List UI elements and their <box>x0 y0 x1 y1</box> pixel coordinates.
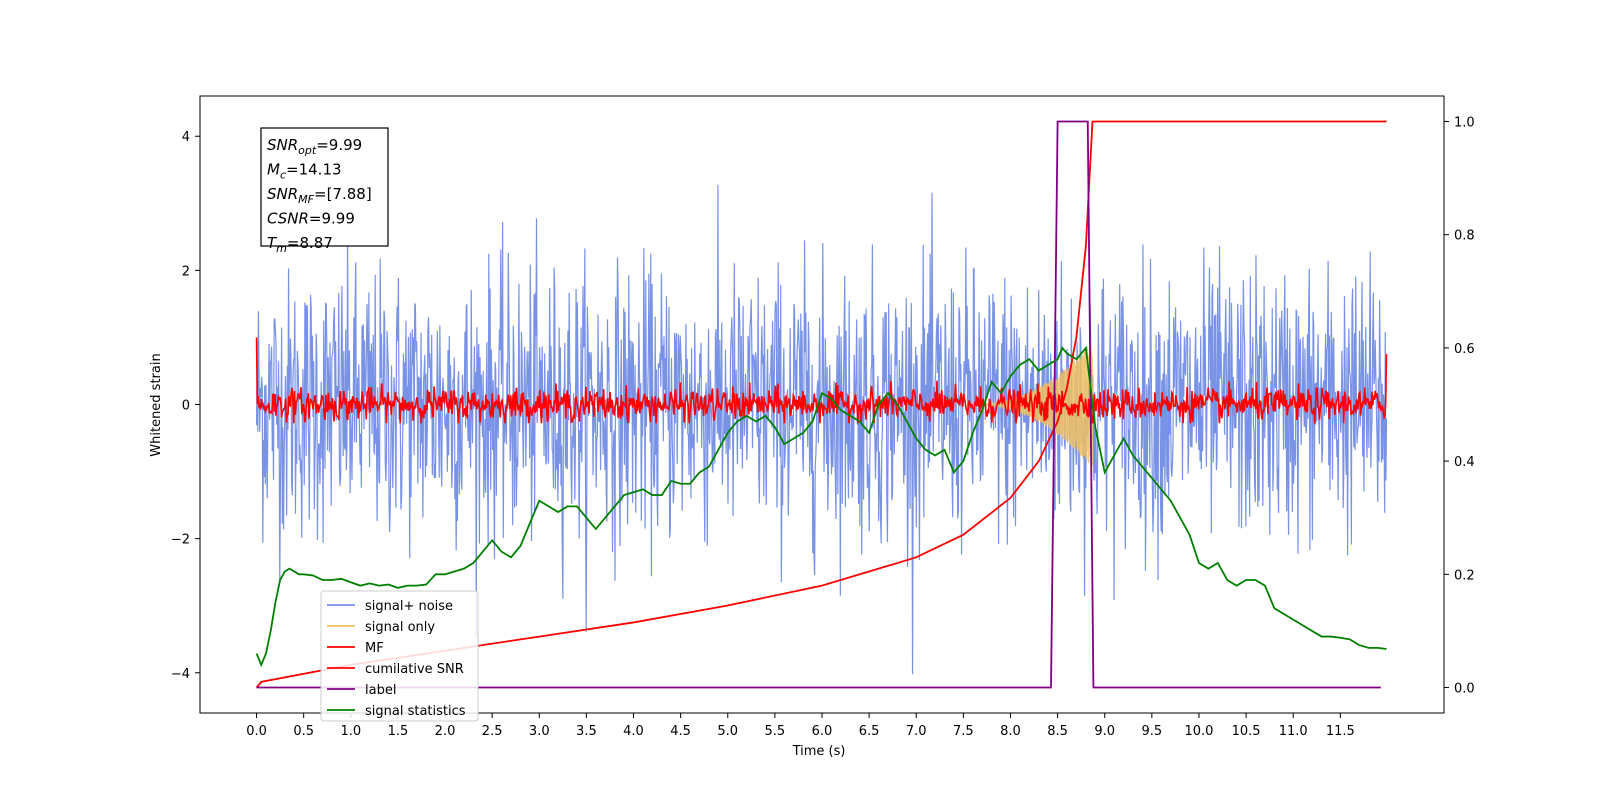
y-axis-left: −4 −2 0 2 4 <box>171 130 200 682</box>
x-tick-label: 5.0 <box>717 724 738 739</box>
x-axis-label: Time (s) <box>792 744 846 759</box>
x-tick-label: 6.0 <box>812 724 833 739</box>
y-tick-label-right: 0.8 <box>1454 229 1475 244</box>
legend-frame <box>320 590 479 722</box>
y-tick-label-right: 0.2 <box>1454 568 1475 583</box>
legend: signal+ noise signal only MF cumilative SNR… <box>320 590 479 722</box>
y-tick-label-left: 2 <box>182 264 190 279</box>
x-tick-label: 2.5 <box>482 724 503 739</box>
x-tick-label: 8.5 <box>1047 724 1068 739</box>
x-tick-label: 0.0 <box>246 724 267 739</box>
x-tick-label: 11.0 <box>1279 724 1308 739</box>
legend-label: signal+ noise <box>365 599 453 614</box>
x-tick-label: 9.0 <box>1094 724 1115 739</box>
x-tick-label: 4.0 <box>623 724 644 739</box>
x-tick-label: 10.5 <box>1232 724 1261 739</box>
x-tick-label: 6.5 <box>859 724 880 739</box>
series-label <box>256 120 1381 689</box>
legend-label: label <box>365 683 396 698</box>
y-tick-label-right: 0.6 <box>1454 342 1475 357</box>
x-tick-label: 8.0 <box>1000 724 1021 739</box>
legend-label: signal statistics <box>365 704 466 719</box>
x-tick-label: 3.5 <box>576 724 597 739</box>
info-box: SNRopt=9.99 Mc=14.13 SNRMF=[7.88] CSNR=9.99… <box>260 127 389 255</box>
y-axis-right: 0.0 0.2 0.4 0.6 0.8 1.0 <box>1444 115 1475 697</box>
x-tick-label: 2.0 <box>435 724 456 739</box>
x-tick-label: 3.0 <box>529 724 550 739</box>
y-tick-label-left: 4 <box>182 130 190 145</box>
x-tick-label: 11.5 <box>1326 724 1355 739</box>
x-tick-label: 1.5 <box>388 724 409 739</box>
y-tick-label-left: 0 <box>182 399 190 414</box>
x-tick-label: 1.0 <box>340 724 361 739</box>
y-axis-label-left: Whitened strain <box>149 353 164 456</box>
info-box-line: SNRMF=[7.88] <box>267 185 372 206</box>
legend-label: signal only <box>365 620 435 635</box>
x-tick-label: 10.0 <box>1184 724 1213 739</box>
y-tick-label-left: −2 <box>171 533 190 548</box>
series-signal-noise <box>255 184 1388 675</box>
info-box-line: Tm=8.87 <box>267 234 333 255</box>
x-tick-label: 5.5 <box>765 724 786 739</box>
legend-label: cumilative SNR <box>365 662 464 677</box>
info-box-line: CSNR=9.99 <box>267 210 355 228</box>
x-tick-label: 0.5 <box>293 724 314 739</box>
y-tick-label-right: 0.0 <box>1454 682 1475 697</box>
series-signal-statistics <box>255 345 1387 668</box>
info-box-line: Mc=14.13 <box>267 161 342 182</box>
series-mf <box>255 337 1388 424</box>
y-tick-label-right: 0.4 <box>1454 455 1475 470</box>
x-tick-label: 7.5 <box>953 724 974 739</box>
x-tick-label: 7.0 <box>906 724 927 739</box>
x-tick-label: 4.5 <box>670 724 691 739</box>
info-box-line: SNRopt=9.99 <box>267 136 362 157</box>
info-box-frame <box>260 127 389 247</box>
y-tick-label-left: −4 <box>171 667 190 682</box>
y-tick-label-right: 1.0 <box>1454 115 1475 130</box>
legend-label: MF <box>365 641 384 656</box>
x-axis: 0.0 0.5 1.0 1.5 2.0 2.5 3.0 3.5 4.0 4.5 5.0 5.5 6.0 6… <box>246 713 1355 739</box>
x-tick-label: 9.5 <box>1142 724 1163 739</box>
